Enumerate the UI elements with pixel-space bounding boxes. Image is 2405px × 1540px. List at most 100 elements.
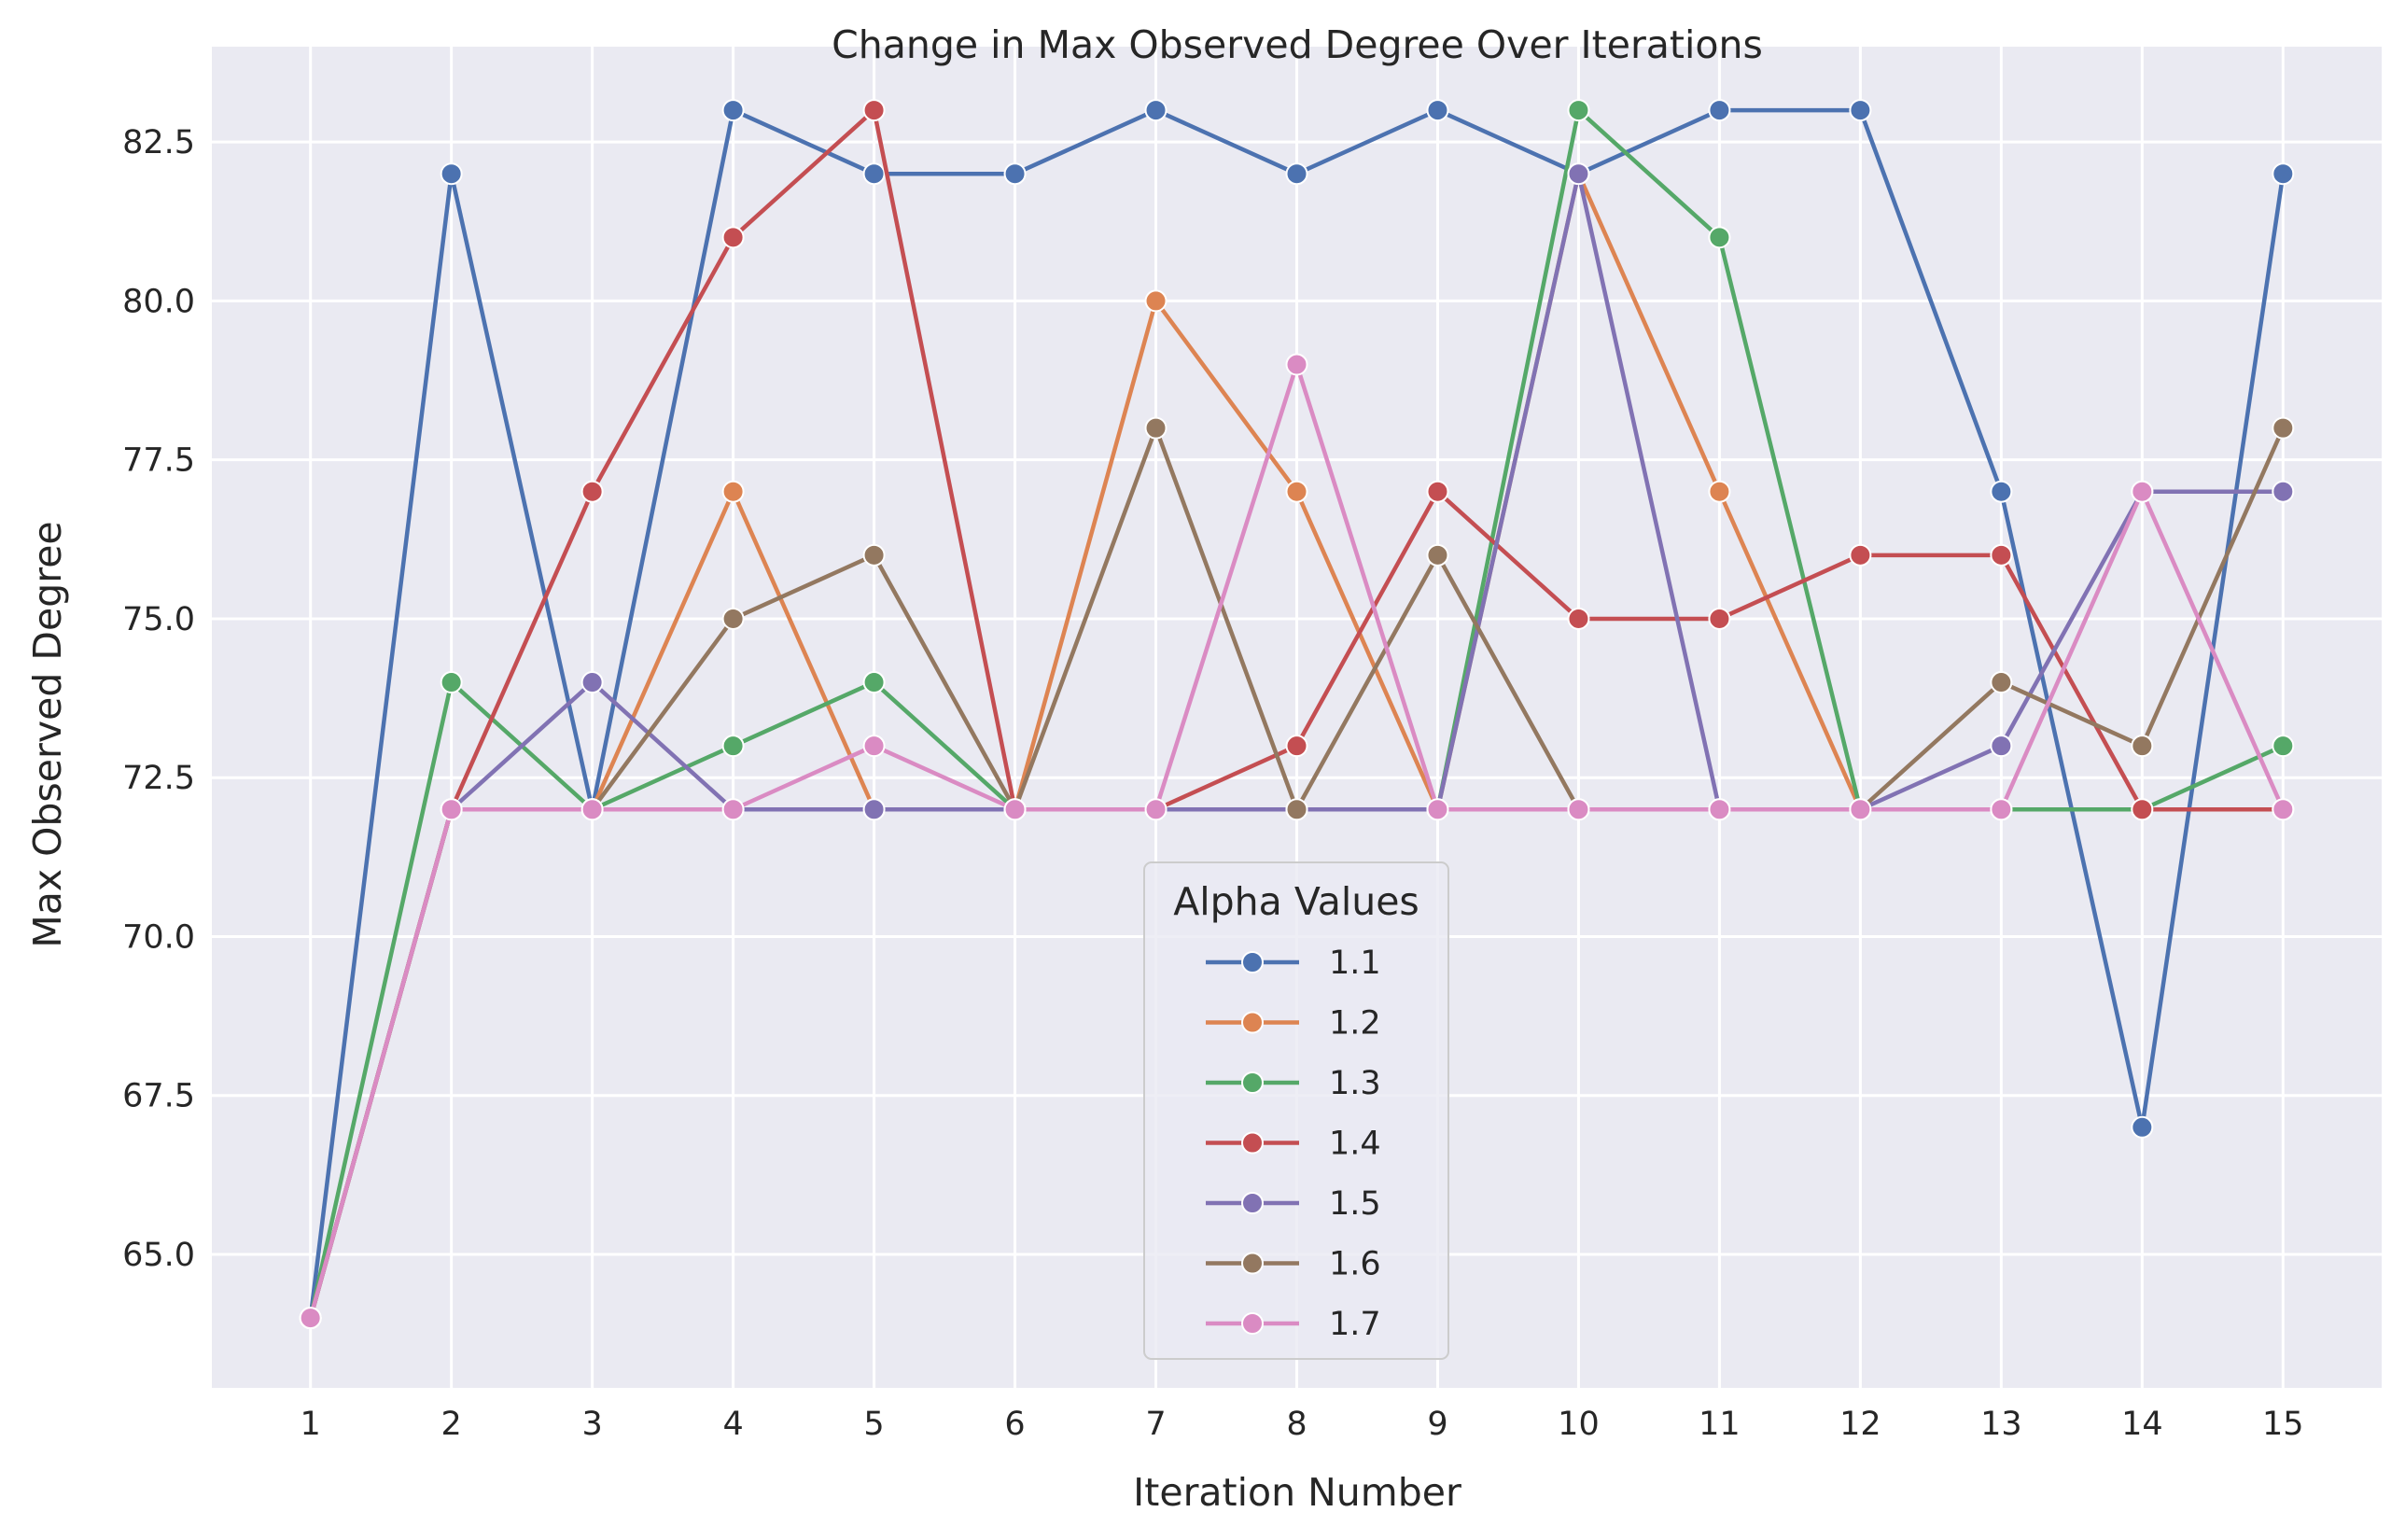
data-point [1990,671,2013,694]
data-point [440,162,463,186]
data-point [1990,543,2013,567]
y-tick-labels: 65.0 67.5 70.0 72.5 75.0 77.5 80.0 82.5 [122,124,195,1274]
data-point [721,480,745,503]
legend-label: 1.2 [1329,1005,1381,1043]
data-point [721,607,745,630]
data-point [862,99,886,122]
legend-label: 1.4 [1329,1126,1381,1163]
data-point [1708,226,1731,249]
data-point [1990,735,2013,758]
legend-label: 1.7 [1329,1306,1381,1343]
grid-lines [212,47,2382,1388]
data-point [721,226,745,249]
x-tick-labels: 1 2 3 4 5 6 7 8 9 10 11 12 13 14 15 [301,1406,2304,1443]
data-point [2272,416,2295,440]
legend-marker [1241,1252,1264,1275]
x-tick-label: 5 [863,1406,884,1443]
data-point [862,671,886,694]
x-tick-label: 13 [1980,1406,2022,1443]
data-point [440,671,463,694]
data-point [1990,480,2013,503]
legend-marker [1241,1071,1264,1094]
x-tick-label: 3 [581,1406,602,1443]
y-tick-label: 80.0 [122,283,195,320]
data-point [2131,798,2154,821]
y-tick-label: 72.5 [122,760,195,797]
legend-marker [1241,951,1264,973]
data-point [1285,162,1308,186]
data-point [1144,99,1168,122]
y-tick-label: 75.0 [122,601,195,638]
data-point [1003,798,1027,821]
data-point [1708,480,1731,503]
x-tick-label: 7 [1145,1406,1166,1443]
data-point [1849,798,1872,821]
x-tick-label: 11 [1699,1406,1741,1443]
data-point [1426,480,1449,503]
legend-item: 1.7 [1206,1306,1381,1343]
legend-items: 1.1 1.2 1.3 1.4 1.5 1.6 1.7 [1206,945,1381,1343]
data-point [1285,353,1308,376]
data-point [1567,798,1590,821]
data-point [862,543,886,567]
data-point [299,1307,322,1330]
chart-title: Change in Max Observed Degree Over Itera… [832,22,1763,67]
legend-box [1143,861,1449,1360]
legend-label: 1.6 [1329,1246,1381,1283]
data-point [2131,735,2154,758]
legend-label: 1.5 [1329,1185,1381,1223]
legend-label: 1.1 [1329,945,1381,982]
data-point [1285,798,1308,821]
data-point [1144,416,1168,440]
y-tick-label: 67.5 [122,1078,195,1115]
x-tick-label: 1 [301,1406,321,1443]
legend-marker [1241,1131,1264,1155]
series-layer [299,99,2295,1330]
y-tick-label: 70.0 [122,918,195,956]
data-point [1708,798,1731,821]
data-point [2131,480,2154,503]
data-point [2131,1115,2154,1139]
x-tick-label: 4 [722,1406,743,1443]
legend-title: Alpha Values [1173,879,1419,924]
data-point [1144,798,1168,821]
data-point [721,798,745,821]
legend-item: 1.3 [1206,1065,1381,1102]
x-tick-label: 14 [2121,1406,2163,1443]
x-axis-label: Iteration Number [1133,1470,1461,1515]
y-tick-label: 77.5 [122,442,195,480]
data-point [862,735,886,758]
legend: Alpha Values 1.1 1.2 1.3 1.4 1.5 1.6 1.7 [1143,861,1449,1360]
legend-item: 1.6 [1206,1246,1381,1283]
legend-item: 1.5 [1206,1185,1381,1223]
series-1.1 [299,99,2295,1330]
data-point [862,798,886,821]
legend-marker [1241,1192,1264,1214]
data-point [862,162,886,186]
legend-item: 1.4 [1206,1126,1381,1163]
x-tick-label: 6 [1004,1406,1025,1443]
data-point [2272,480,2295,503]
data-point [1426,99,1449,122]
data-point [1990,798,2013,821]
data-point [1708,607,1731,630]
data-point [1003,162,1027,186]
legend-item: 1.2 [1206,1005,1381,1043]
x-tick-label: 9 [1427,1406,1447,1443]
x-tick-label: 8 [1286,1406,1307,1443]
data-point [580,798,604,821]
legend-item: 1.1 [1206,945,1381,982]
x-tick-label: 2 [441,1406,462,1443]
legend-marker [1241,1312,1264,1335]
legend-marker [1241,1011,1264,1034]
data-point [721,735,745,758]
x-tick-label: 12 [1839,1406,1881,1443]
series-1.7 [299,353,2295,1330]
x-tick-label: 15 [2262,1406,2304,1443]
legend-label: 1.3 [1329,1065,1381,1102]
data-point [2272,735,2295,758]
data-point [440,798,463,821]
data-point [1567,99,1590,122]
y-tick-label: 65.0 [122,1237,195,1274]
